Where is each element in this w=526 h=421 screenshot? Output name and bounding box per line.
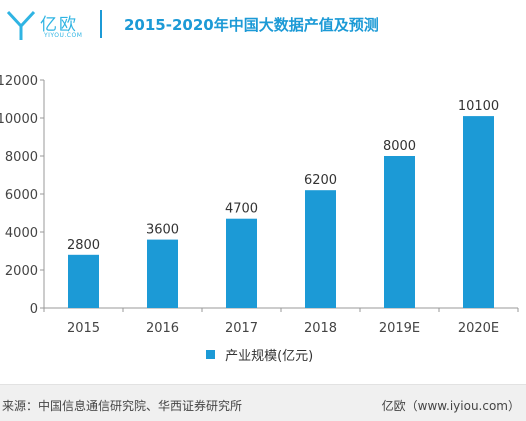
y-tick-label: 12000 [0,74,38,89]
x-tick-label: 2020E [458,321,499,336]
bar-chart: 0 2000 4000 6000 8000 10000 12000 2800 2015 3600 2… [0,74,519,336]
bar [384,156,415,308]
bar [226,218,257,308]
legend-swatch [206,350,215,359]
bar [68,254,99,308]
chart-title: 2015-2020年中国大数据产值及预测 [124,16,379,34]
legend: 产业规模(亿元) [206,344,314,364]
data-label: 6200 [304,173,337,188]
x-tick-label: 2017 [225,321,258,336]
header-divider [100,10,102,38]
data-label: 8000 [383,139,416,154]
x-tick-label: 2016 [146,321,179,336]
data-label: 3600 [146,223,179,238]
bar [305,190,336,308]
data-label: 2800 [67,238,100,253]
credit-note: 亿欧（www.iyiou.com） [381,399,520,413]
x-tick-label: 2018 [304,321,337,336]
data-label: 10100 [458,99,499,114]
footer: 来源：中国信息通信研究院、华西证券研究所 亿欧（www.iyiou.com） [0,384,526,421]
header: 亿欧 YIYOU.COM 2015-2020年中国大数据产值及预测 [0,0,526,48]
logo-name: 亿欧 [40,15,78,35]
y-tick-label: 8000 [5,150,38,165]
y-tick-label: 6000 [5,188,38,203]
x-tick-label: 2019E [379,321,420,336]
data-label: 4700 [225,202,258,217]
legend-label: 产业规模(亿元) [225,349,314,364]
source-note: 来源：中国信息通信研究院、华西证券研究所 [2,399,243,413]
logo-icon [6,10,36,40]
logo-subtitle: YIYOU.COM [44,32,83,39]
y-tick-label: 10000 [0,112,38,127]
y-tick-label: 4000 [5,226,38,241]
bar [463,116,494,308]
bar [147,239,178,308]
y-tick-label: 0 [30,302,38,317]
x-tick-label: 2015 [67,321,100,336]
y-tick-label: 2000 [5,264,38,279]
